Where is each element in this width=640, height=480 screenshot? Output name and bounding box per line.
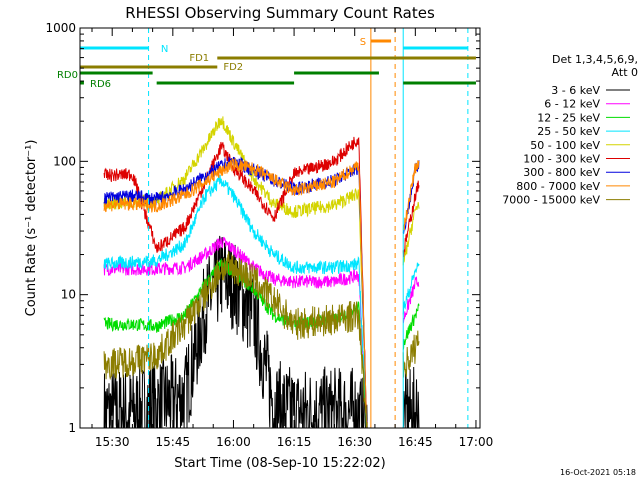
- series-line-9: [103, 251, 420, 429]
- legend-label-5: 50 - 100 keV: [530, 139, 600, 152]
- state-label-fd2: FD2: [223, 62, 243, 73]
- series-line-8: [103, 157, 420, 429]
- x-tick-label-1: 15:30: [95, 435, 130, 449]
- legend-header-2: Att 0: [612, 66, 638, 79]
- x-tick-label-3: 16:00: [216, 435, 251, 449]
- chart-title: RHESSI Observing Summary Count Rates: [125, 4, 435, 22]
- y-tick-label-4: 1000: [45, 21, 76, 35]
- axis-layer: 15:30 15:45 16:00 16:15 16:30 16:45 17:00 1 10 10…: [45, 21, 493, 449]
- footer-timestamp: 16-Oct-2021 05:18: [560, 468, 636, 477]
- x-tick-label-6: 16:45: [398, 435, 433, 449]
- legend-label-1: 3 - 6 keV: [551, 84, 600, 97]
- series-layer: [103, 116, 420, 429]
- legend-label-2: 6 - 12 keV: [544, 98, 600, 111]
- series-line-6: [103, 136, 420, 429]
- legend-label-7: 300 - 800 keV: [523, 166, 600, 179]
- y-tick-label-3: 100: [53, 154, 76, 168]
- legend-label-3: 12 - 25 keV: [537, 111, 600, 124]
- x-tick-label-5: 16:30: [337, 435, 372, 449]
- x-tick-label-7: 17:00: [459, 435, 494, 449]
- legend-label-8: 800 - 7000 keV: [516, 180, 600, 193]
- x-axis-label: Start Time (08-Sep-10 15:22:02): [174, 456, 385, 471]
- legend-label-6: 100 - 300 keV: [523, 153, 600, 166]
- legend-label-4: 25 - 50 keV: [537, 125, 600, 138]
- state-bar-layer: N S FD1 FD2 RD0 RD6: [57, 37, 476, 90]
- state-label-s: S: [360, 37, 366, 48]
- legend-label-9: 7000 - 15000 keV: [502, 194, 600, 207]
- legend-header-1: Det 1,3,4,5,6,9,: [552, 53, 638, 66]
- plot-frame: [79, 27, 481, 429]
- state-label-rd6: RD6: [90, 79, 111, 90]
- x-tick-label-2: 15:45: [156, 435, 191, 449]
- y-tick-label-2: 10: [61, 288, 76, 302]
- state-label-n: N: [161, 44, 168, 55]
- state-label-fd1: FD1: [189, 53, 209, 64]
- y-tick-label-1: 1: [68, 421, 76, 435]
- x-tick-label-4: 16:15: [277, 435, 312, 449]
- state-label-rd0: RD0: [57, 70, 78, 81]
- y-axis-label: Count Rate (s⁻¹ detector⁻¹): [24, 140, 39, 317]
- series-line-2: [103, 236, 420, 429]
- series-line-4: [103, 174, 420, 429]
